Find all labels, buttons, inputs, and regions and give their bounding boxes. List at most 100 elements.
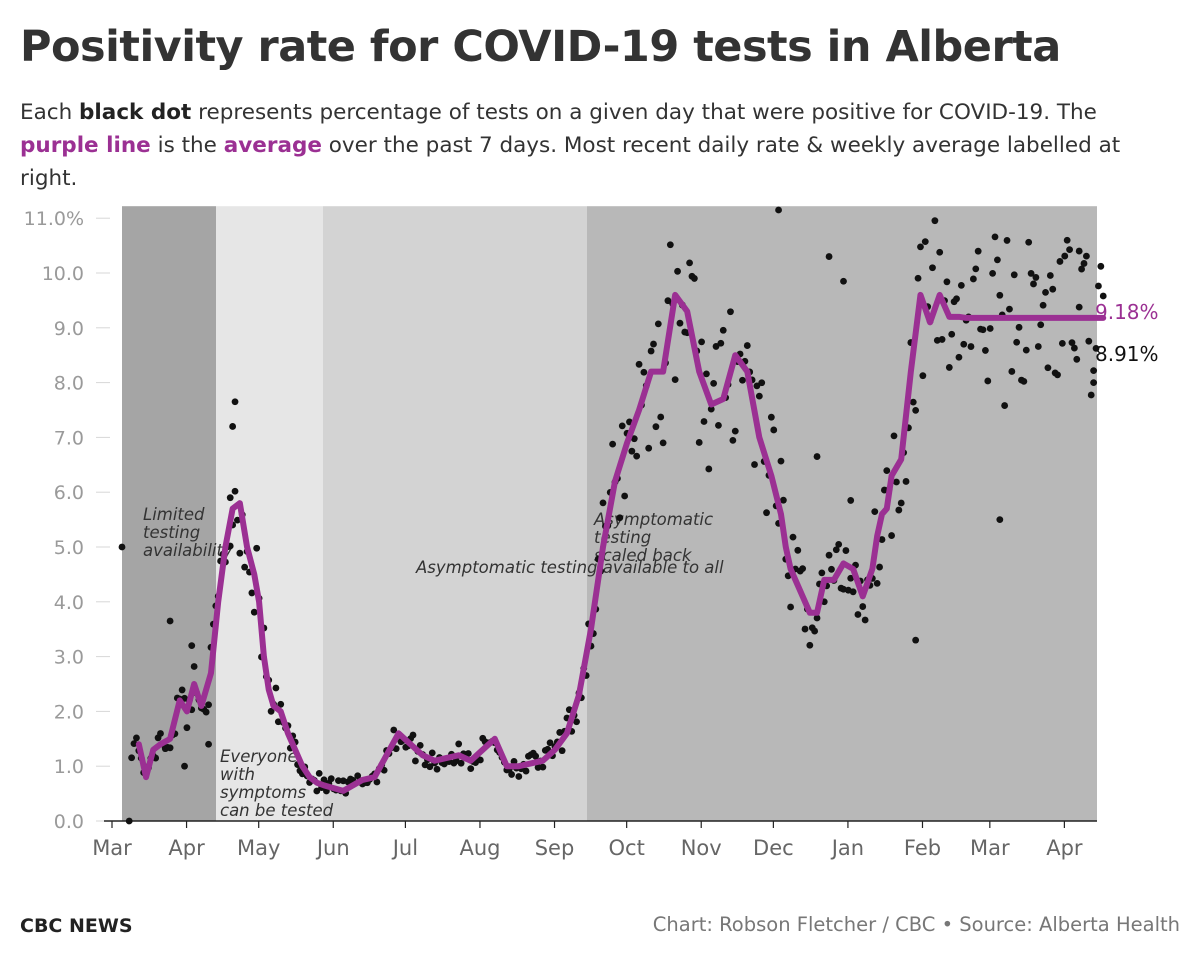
period-label-1: Limited testing availability [143,505,233,560]
daily-dot [996,516,1004,523]
daily-dot [628,447,636,455]
daily-dot [753,382,761,390]
daily-dot [234,516,241,524]
daily-dot [1037,321,1045,329]
x-tick-label: Dec [753,836,794,860]
daily-dot [957,281,965,289]
daily-dot [1068,339,1076,347]
daily-dot [1001,402,1009,409]
daily-dot [1032,274,1040,281]
daily-dot [1020,378,1028,385]
daily-dot [125,817,133,825]
daily-dot [811,627,819,635]
y-axis: 0.0 1.0 2.0 3.0 4.0 5.0 6.0 7.0 8.0 9.0 10.0 11.0% [24,208,110,833]
x-tick-label: May [237,836,280,860]
daily-dot [1097,262,1105,270]
x-tick-label: Sep [535,836,575,860]
daily-end-label: 8.91% [1095,342,1159,366]
daily-dot [229,423,237,430]
daily-dot [953,295,960,303]
x-tick-label: Oct [609,836,645,860]
daily-dot [515,773,523,780]
daily-dot [996,291,1004,299]
daily-dot [751,461,758,468]
daily-dot [248,589,256,597]
daily-dot [1046,272,1054,279]
daily-dot [130,740,138,748]
daily-dot [1075,303,1083,311]
daily-dot [890,432,898,440]
daily-dot [873,579,881,587]
daily-dot [739,376,746,384]
y-tick-label: 9.0 [54,318,84,340]
daily-dot [205,701,212,709]
daily-dot [464,750,472,757]
daily-dot [674,267,681,275]
daily-dot [1085,337,1093,345]
daily-dot [633,452,641,460]
daily-dot [1087,391,1095,399]
daily-dot [912,636,920,644]
daily-dot [1010,271,1018,279]
x-tick-label: Feb [904,836,941,860]
daily-dot [455,740,463,748]
subtitle-black-dot: black dot [79,100,192,125]
daily-dot [630,435,638,443]
daily-dot [652,423,660,431]
x-tick-label: Mar [92,836,132,860]
daily-dot [231,398,239,406]
daily-dot [897,499,905,507]
daily-dot [1056,258,1064,265]
daily-dot [705,465,713,473]
daily-dot [539,763,547,771]
daily-dot [1039,301,1047,309]
daily-dot [609,440,617,448]
daily-dot [654,320,662,328]
daily-dot [250,608,258,616]
daily-dot [775,206,782,214]
daily-dot [320,776,328,784]
daily-dot [929,264,936,272]
daily-dot [178,686,186,694]
daily-dot [428,749,436,757]
daily-dot [700,418,708,425]
daily-dot [1030,280,1037,288]
daily-dot [698,338,706,346]
daily-dot [818,569,826,577]
daily-dot [666,241,674,249]
x-tick-label: Aug [459,836,500,860]
daily-dot [671,376,679,384]
daily-dot [909,398,917,406]
daily-dot [986,325,994,332]
subtitle-text-2: represents percentage of tests on a give… [191,100,1097,125]
daily-dot [1063,236,1071,244]
y-tick-label: 5.0 [54,537,84,559]
daily-dot [767,413,775,421]
daily-dot [1092,344,1100,352]
daily-dot [1003,237,1011,244]
subtitle-text-4: over the past 7 days. Most recent daily … [20,133,1121,191]
daily-dot [650,340,657,348]
daily-dot [917,243,924,251]
daily-dot [1027,270,1035,277]
daily-dot [558,747,566,755]
daily-dot [157,730,164,737]
daily-dot [842,547,850,554]
daily-dot [277,700,285,708]
y-tick-label: 3.0 [54,647,84,669]
daily-dot [994,256,1001,264]
daily-dot [412,757,419,765]
daily-dot [635,360,643,368]
period-label-4: Asymptomatic testing scaled back [593,510,713,565]
daily-dot [202,708,210,716]
daily-dot [755,392,763,400]
positivity-chart: Limited testing availability Everyone with sy… [24,206,1159,860]
daily-dot [1090,379,1098,386]
daily-dot [955,353,963,361]
daily-dot [1073,355,1081,363]
daily-dot [510,757,518,765]
daily-dot [729,436,737,444]
daily-dot [801,625,809,633]
daily-dot [657,413,665,421]
daily-dot [921,238,929,246]
